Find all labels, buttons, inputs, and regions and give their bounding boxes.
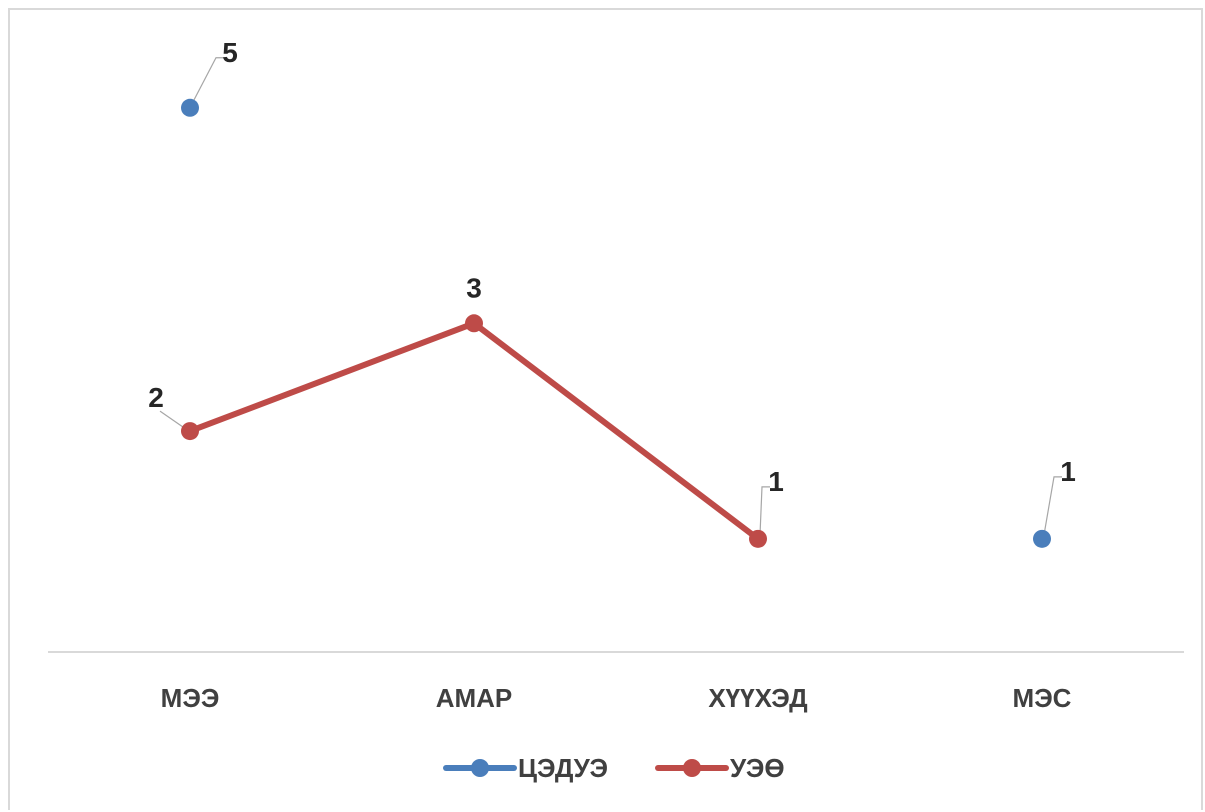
leader-lines-group: [159, 57, 1062, 535]
data-label: 1: [768, 466, 784, 497]
legend: ЦЭДУЭ УЭӨ: [443, 753, 785, 783]
data-points-group: [181, 98, 1051, 548]
data-point: [1033, 529, 1051, 548]
legend-marker: [683, 759, 701, 777]
data-label: 2: [148, 382, 164, 413]
data-label: 3: [466, 272, 482, 303]
data-point: [465, 314, 483, 333]
category-label: ХҮҮХЭД: [708, 683, 808, 713]
chart-frame: [8, 8, 1203, 810]
leader-line: [1043, 476, 1062, 535]
category-labels-group: МЭЭ АМАР ХҮҮХЭД МЭС: [161, 683, 1072, 713]
series-lines-group: [187, 320, 761, 542]
series-line: [187, 320, 761, 542]
data-point: [749, 529, 767, 548]
data-labels-group: 5 1 2 3 1: [148, 37, 1076, 497]
leader-line: [759, 486, 770, 535]
data-label: 5: [222, 37, 238, 68]
data-label: 1: [1060, 456, 1076, 487]
data-point: [181, 422, 199, 441]
legend-label: ЦЭДУЭ: [518, 753, 608, 783]
leader-line: [191, 57, 224, 105]
legend-marker: [471, 759, 489, 777]
category-label: МЭЭ: [161, 683, 220, 713]
legend-label: УЭӨ: [730, 753, 785, 783]
category-label: АМАР: [436, 683, 513, 713]
leader-line: [159, 410, 187, 430]
data-point: [181, 98, 199, 117]
category-label: МЭС: [1013, 683, 1072, 713]
